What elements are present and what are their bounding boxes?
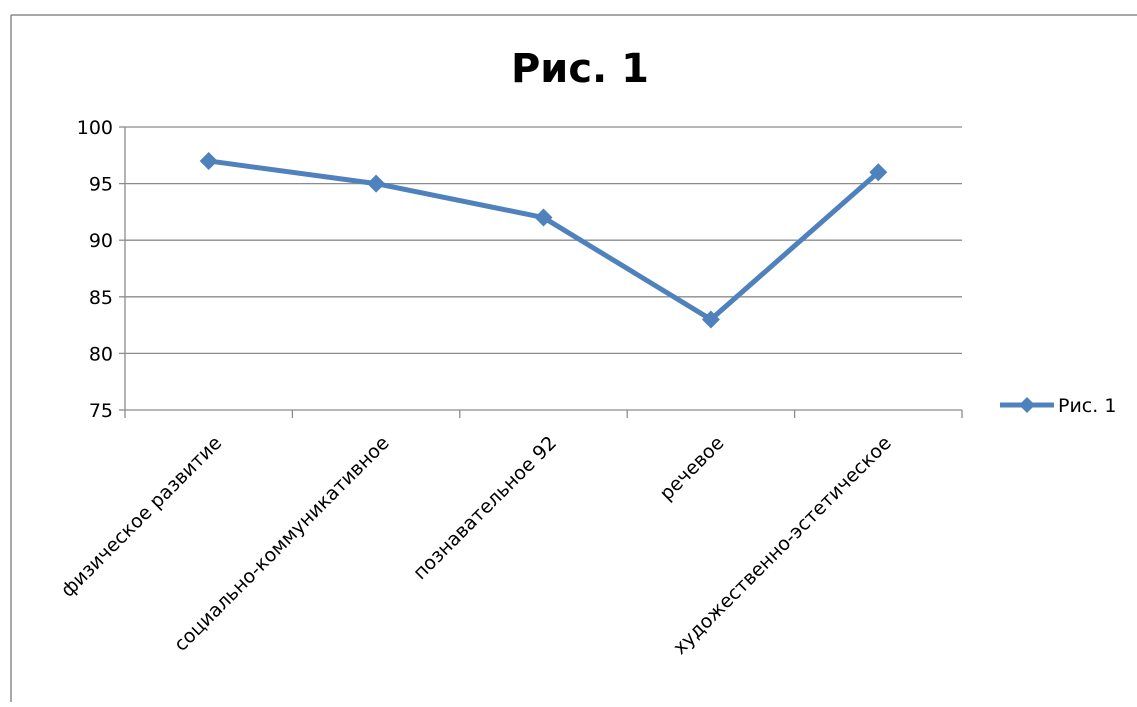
gridlines xyxy=(125,126,962,411)
data-point xyxy=(869,163,888,182)
y-tick-label: 75 xyxy=(89,400,113,422)
data-point xyxy=(367,174,386,193)
data-point xyxy=(534,208,553,227)
x-tick-labels: физическое развитиесоциально-коммуникати… xyxy=(57,432,896,659)
series-group xyxy=(199,151,888,329)
x-tick-label: познавательное 92 xyxy=(409,432,561,584)
y-tick-label: 95 xyxy=(89,174,113,196)
legend: Рис. 1 xyxy=(1000,395,1116,417)
y-tick-labels: 100 95 90 85 80 75 xyxy=(77,117,113,422)
legend-label: Рис. 1 xyxy=(1058,395,1116,417)
y-tick-label: 80 xyxy=(89,343,113,365)
data-point xyxy=(199,151,218,170)
y-tick-label: 100 xyxy=(77,117,113,139)
y-tick-label: 90 xyxy=(89,230,113,252)
x-tick-label: физическое развитие xyxy=(57,432,226,601)
y-tick-label: 85 xyxy=(89,287,113,309)
legend-marker xyxy=(1019,397,1035,413)
x-tick-label: речевое xyxy=(655,432,728,505)
chart-title: Рис. 1 xyxy=(511,46,649,92)
axes xyxy=(119,126,963,418)
data-point xyxy=(701,310,720,329)
